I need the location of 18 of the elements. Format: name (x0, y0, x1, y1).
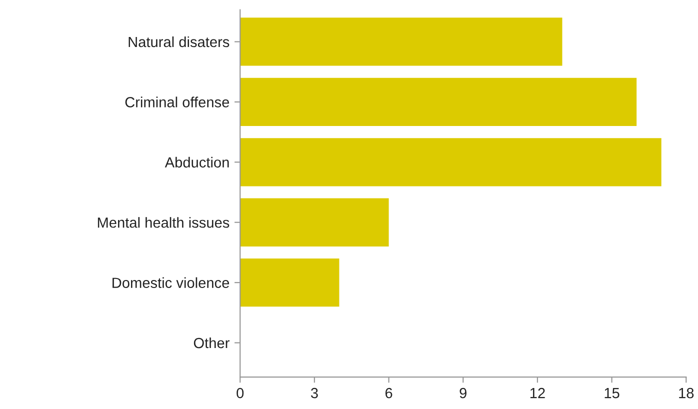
x-tick-label: 9 (460, 388, 466, 398)
bar (240, 258, 340, 307)
x-tick-label: 12 (530, 388, 545, 398)
x-tick-label: 0 (236, 388, 244, 398)
x-tick-label: 15 (604, 388, 620, 398)
x-tick-label: 18 (679, 388, 694, 398)
bar (240, 18, 562, 66)
bar (240, 138, 662, 186)
y-tick-label: Natural disaters (128, 36, 230, 48)
y-tick-label: Abduction (164, 156, 229, 168)
bar (240, 198, 389, 246)
bar (240, 78, 637, 126)
y-tick-label: Domestic violence (112, 277, 230, 288)
y-tick-label: Other (194, 337, 230, 348)
y-tick-label: Mental health issues (98, 217, 230, 228)
x-tick-label: 3 (310, 388, 318, 398)
x-tick-label: 6 (385, 388, 392, 398)
y-tick-label: Criminal offense (125, 96, 230, 108)
